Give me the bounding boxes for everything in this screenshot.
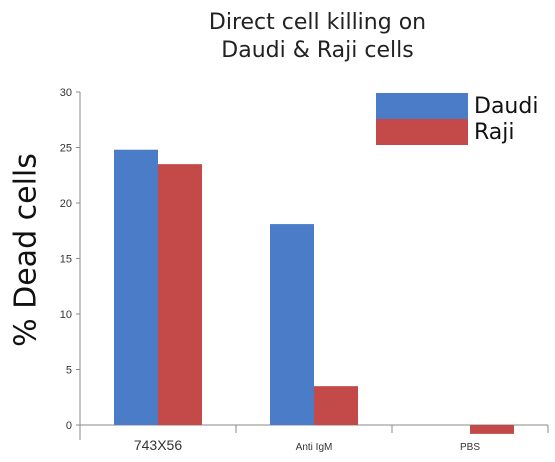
x-category-label: 743X56 (134, 437, 182, 453)
x-category-label: PBS (460, 442, 480, 453)
y-tick-label: 30 (60, 87, 72, 99)
legend-swatch-raji (376, 119, 468, 145)
chart-subtitle: Daudi & Raji cells (221, 38, 414, 63)
y-tick-label: 0 (66, 420, 72, 432)
bar-raji-743x56 (158, 164, 202, 425)
x-category-label: Anti IgM (296, 442, 333, 453)
bar-daudi-743x56 (114, 149, 158, 425)
bar-raji-anti-igm (314, 386, 358, 425)
y-tick-label: 15 (60, 254, 72, 266)
legend-label-raji: Raji (474, 120, 515, 145)
y-tick-label: 25 (60, 143, 72, 155)
bar-raji-pbs (470, 425, 514, 434)
y-tick-label: 20 (60, 198, 72, 210)
y-tick-label: 5 (66, 365, 72, 377)
chart-title: Direct cell killing on (208, 10, 427, 35)
bar-daudi-anti-igm (270, 224, 314, 425)
y-tick-label: 10 (60, 309, 72, 321)
legend-swatch-daudi (376, 93, 468, 119)
legend-label-daudi: Daudi (474, 94, 538, 119)
